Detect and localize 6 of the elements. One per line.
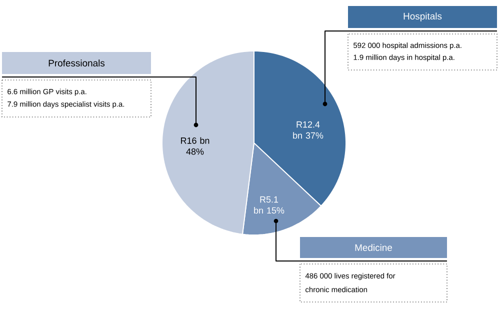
slice-label: Professionals bbox=[48, 60, 105, 66]
slice-label: Medicine bbox=[355, 244, 392, 251]
data-label: R16 bn 48% bbox=[181, 137, 210, 155]
data-label: R5.1 bn 15% bbox=[254, 196, 284, 214]
slice-label: Hospitals bbox=[404, 12, 442, 22]
data-label: R12.4 bn 37% bbox=[293, 121, 324, 139]
